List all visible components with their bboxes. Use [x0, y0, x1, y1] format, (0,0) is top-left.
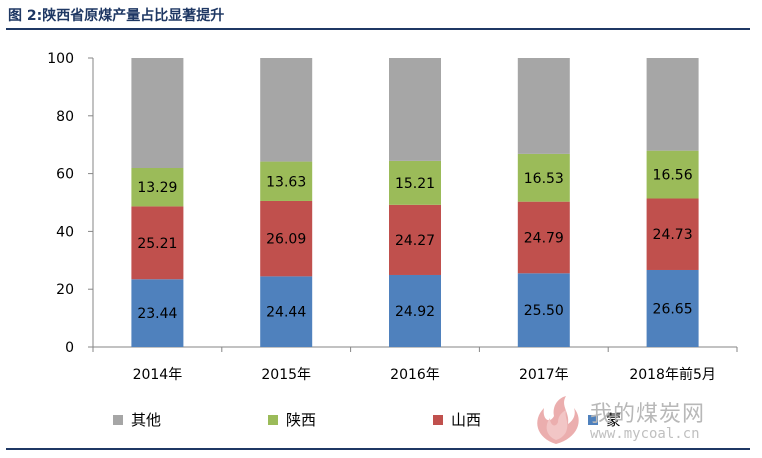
data-labels: 23.44 25.21 13.29 24.44 26.09 13.63 24.92 24.27… [137, 168, 692, 323]
bottom-rule [6, 448, 750, 450]
bar-segment [517, 201, 570, 274]
bar-segment [131, 279, 184, 347]
data-label: 24.79 [524, 230, 564, 246]
data-label: 15.21 [395, 176, 435, 192]
bar-segment [646, 269, 699, 347]
x-tick-label: 2017年 [519, 367, 569, 383]
bar-segment [517, 273, 570, 347]
legend-swatch [113, 415, 123, 425]
bar-segment [389, 274, 441, 347]
data-label: 26.09 [266, 232, 306, 248]
data-label: 13.63 [266, 174, 306, 190]
legend: 其他 陕西 山西 蒙 [113, 411, 621, 429]
y-tick-label: 40 [56, 224, 74, 240]
bar-segment [389, 58, 441, 161]
bars [131, 58, 699, 347]
legend-swatch [433, 415, 443, 425]
bar-segment [260, 200, 313, 277]
legend-swatch [588, 415, 598, 425]
bar-segment [131, 167, 184, 207]
legend-label: 蒙 [606, 411, 621, 429]
bar-segment [389, 160, 441, 205]
mycoal-logo-icon [537, 396, 579, 444]
bar-segment [389, 204, 441, 275]
bar-segment [646, 150, 699, 199]
bar-segment [131, 58, 184, 168]
data-label: 24.27 [395, 233, 435, 249]
x-tick-label: 2014年 [133, 367, 183, 383]
data-label: 16.53 [524, 171, 564, 187]
y-tick-label: 100 [47, 51, 74, 67]
legend-label: 其他 [131, 411, 161, 429]
x-tick-label: 2018年前5月 [629, 366, 716, 383]
data-label: 24.44 [266, 305, 306, 321]
bar-segment [131, 206, 184, 280]
data-label: 24.73 [653, 227, 693, 243]
chart-title: 图 2:陕西省原煤产量占比显著提升 [8, 8, 225, 24]
data-label: 16.56 [653, 168, 693, 184]
bar-segment [260, 161, 313, 201]
data-label: 23.44 [137, 306, 177, 322]
bar-segment [260, 58, 313, 162]
bar-segment [646, 58, 699, 151]
y-tick-label: 80 [56, 109, 74, 125]
legend-label: 山西 [451, 411, 481, 429]
bar-segment [517, 153, 570, 202]
data-label: 24.92 [395, 304, 435, 320]
bar-segment [260, 276, 313, 347]
y-tick-label: 20 [56, 282, 74, 298]
axes: 0 20 40 60 80 100 2014年 2015年 2016年 2017年 2018年前5月 [47, 51, 738, 383]
watermark-url: www.mycoal.cn [590, 426, 700, 442]
data-label: 25.21 [137, 236, 177, 252]
bar-segment [517, 58, 570, 154]
legend-swatch [268, 415, 278, 425]
watermark-title: 我的煤炭网 [590, 402, 706, 427]
title-underline [6, 28, 750, 30]
x-tick-label: 2015年 [261, 367, 311, 383]
legend-label: 陕西 [286, 411, 316, 429]
data-label: 13.29 [137, 180, 177, 196]
x-tick-label: 2016年 [390, 367, 440, 383]
data-label: 25.50 [524, 303, 564, 319]
y-tick-label: 0 [65, 340, 74, 356]
y-tick-label: 60 [56, 167, 74, 183]
bar-segment [646, 198, 699, 270]
data-label: 26.65 [653, 301, 693, 317]
